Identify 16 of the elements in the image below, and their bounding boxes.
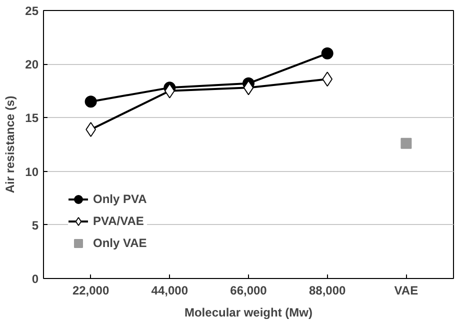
x-tick-label: 44,000 <box>151 284 188 298</box>
y-axis-title: Air resistance (s) <box>3 96 18 194</box>
legend-label: Only VAE <box>93 236 147 250</box>
y-tick-label: 20 <box>25 58 39 72</box>
y-tick-label: 0 <box>32 272 39 286</box>
y-tick-label: 5 <box>32 218 39 232</box>
x-tick-label: 66,000 <box>230 284 268 298</box>
legend-label: PVA/VAE <box>93 214 144 228</box>
x-axis-title: Molecular weight (Mw) <box>184 306 313 320</box>
y-tick-label: 25 <box>25 4 39 18</box>
legend-label: Only PVA <box>93 192 147 206</box>
x-tick-label: 22,000 <box>72 284 110 298</box>
y-tick-label: 15 <box>25 111 39 126</box>
x-tick-label: 88,000 <box>308 284 346 298</box>
y-tick-label: 10 <box>25 164 39 179</box>
x-tick-label: VAE <box>394 284 418 298</box>
